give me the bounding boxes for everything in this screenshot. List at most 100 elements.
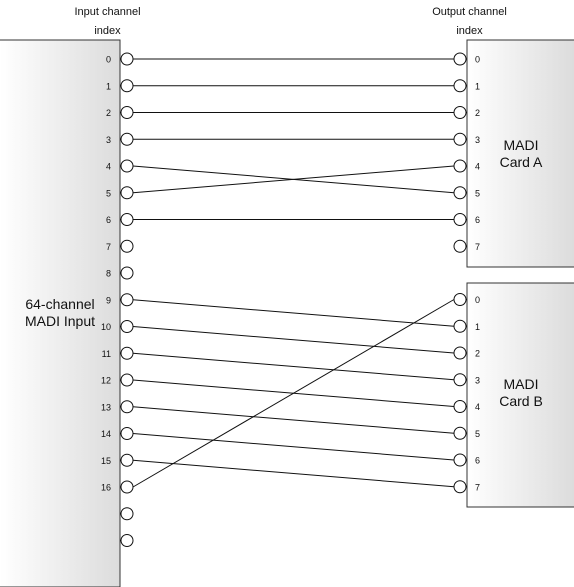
input-port: 10 — [101, 320, 134, 333]
output-port-label: 3 — [475, 375, 480, 385]
output-port-label: 5 — [475, 429, 480, 439]
output-port-label: 0 — [475, 55, 480, 65]
input-port-circle — [120, 453, 134, 467]
input-port-label: 1 — [106, 81, 111, 91]
output-port-label: 1 — [475, 81, 480, 91]
output-port-circle — [453, 159, 467, 173]
input-port-circle — [120, 106, 134, 119]
card-a-port: 6 — [453, 213, 480, 226]
input-block-label-line2: MADI Input — [25, 313, 95, 329]
output-port-circle — [453, 426, 467, 440]
output-port-circle — [453, 106, 467, 119]
input-port-circle — [120, 266, 134, 280]
input-header-line1: Input channel — [74, 6, 141, 18]
input-port-circle — [120, 52, 134, 66]
card-b-port: 1 — [453, 319, 480, 333]
card-b-block: MADI Card B — [466, 282, 574, 508]
card-a-shape — [466, 39, 574, 268]
output-header-line2: index — [456, 25, 483, 37]
card-a-port: 0 — [453, 52, 480, 66]
input-port-label: 2 — [106, 108, 111, 118]
output-port-circle — [453, 293, 467, 306]
input-port: 4 — [106, 159, 134, 173]
card-a-port: 3 — [453, 132, 480, 146]
output-port-circle — [453, 480, 467, 494]
connection-lines — [132, 58, 455, 488]
card-a-label-line1: MADI — [504, 137, 539, 153]
input-port-circle — [120, 132, 134, 146]
card-a-port: 1 — [453, 79, 480, 93]
connection-line — [132, 433, 455, 461]
connection-line — [132, 326, 455, 354]
input-block: 64-channel MADI Input — [0, 39, 121, 587]
input-port-circle — [120, 239, 134, 253]
card-b-port: 2 — [453, 346, 480, 360]
output-channel-header: Output channel index — [402, 3, 537, 41]
card-a-port: 5 — [453, 186, 480, 200]
card-a-block: MADI Card A — [466, 39, 574, 268]
input-port: 5 — [106, 186, 134, 200]
input-port: 11 — [102, 346, 134, 360]
connection-line — [132, 459, 455, 488]
connection-line — [132, 406, 455, 434]
input-port-label: 12 — [101, 376, 111, 386]
input-block-label-line1: 64-channel — [25, 296, 94, 312]
input-port-label: 0 — [106, 55, 111, 65]
input-port: 7 — [106, 239, 134, 253]
input-port-label: 14 — [101, 429, 111, 439]
input-port: 6 — [106, 213, 134, 226]
input-port-label: 5 — [106, 188, 111, 198]
card-b-ports: 0 1 2 3 4 5 6 7 — [453, 293, 480, 494]
connection-line — [132, 165, 455, 194]
output-port-circle — [453, 79, 467, 93]
connection-line — [132, 352, 455, 381]
output-port-circle — [453, 400, 467, 413]
output-port-circle — [453, 132, 467, 146]
card-b-port: 4 — [453, 400, 480, 413]
input-port — [120, 507, 134, 521]
input-port: 1 — [106, 79, 134, 93]
card-b-label-line1: MADI — [504, 376, 539, 392]
input-port-label: 15 — [101, 456, 111, 466]
card-b-port: 7 — [453, 480, 480, 494]
card-a-port: 4 — [453, 159, 480, 173]
input-port-circle — [120, 186, 134, 200]
input-port-label: 13 — [101, 402, 111, 412]
output-port-label: 4 — [475, 402, 480, 412]
input-port: 16 — [101, 480, 134, 494]
output-port-label: 7 — [475, 242, 480, 252]
output-port-label: 3 — [475, 135, 480, 145]
output-port-label: 5 — [475, 188, 480, 198]
input-port-circle — [120, 293, 134, 307]
output-port-label: 7 — [475, 482, 480, 492]
input-port-label: 8 — [106, 269, 111, 279]
input-port-label: 16 — [101, 483, 111, 493]
output-port-label: 0 — [475, 295, 480, 305]
card-a-port: 2 — [453, 106, 480, 119]
input-port-circle — [120, 507, 134, 521]
card-a-ports: 0 1 2 3 4 5 6 7 — [453, 52, 480, 253]
input-port-circle — [120, 159, 134, 173]
input-port-circle — [120, 346, 134, 360]
input-port: 3 — [106, 132, 134, 146]
input-port: 13 — [101, 400, 134, 414]
input-port-label: 4 — [106, 162, 111, 172]
input-port: 15 — [101, 453, 134, 467]
output-header-line1: Output channel — [432, 6, 507, 18]
input-port-circle — [120, 213, 134, 226]
input-port: 9 — [106, 293, 134, 307]
input-port-circle — [120, 427, 134, 440]
input-channel-header: Input channel index — [40, 3, 175, 41]
output-port-label: 1 — [475, 322, 480, 332]
input-port-circle — [120, 79, 134, 93]
input-port-label: 10 — [101, 322, 111, 332]
output-port-label: 2 — [475, 108, 480, 118]
output-port-circle — [453, 52, 467, 66]
connection-line — [132, 299, 455, 327]
input-port: 2 — [106, 106, 134, 119]
input-port-circle — [120, 373, 134, 387]
card-b-port: 3 — [453, 373, 480, 387]
input-port — [120, 534, 134, 547]
output-port-circle — [453, 373, 467, 387]
